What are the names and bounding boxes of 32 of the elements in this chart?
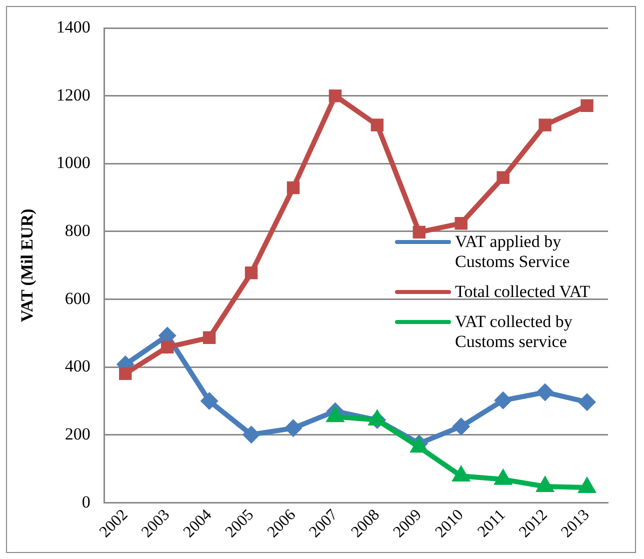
y-tick-label: 1000	[56, 153, 90, 172]
legend-label: VAT collected by Customs service	[455, 312, 574, 352]
point	[578, 393, 596, 412]
point	[242, 426, 260, 444]
y-tick-label: 400	[64, 356, 90, 376]
point	[284, 419, 302, 438]
y-tick-label: 1400	[56, 17, 90, 36]
point	[538, 118, 552, 132]
point	[119, 367, 132, 380]
x-tick-label: 2011	[474, 506, 509, 541]
y-tick-label: 800	[64, 220, 90, 240]
y-tick-label: 600	[64, 288, 90, 308]
point	[452, 417, 470, 436]
y-tick-label: 200	[64, 424, 90, 444]
point	[202, 331, 216, 344]
y-tick-label: 0	[82, 492, 90, 512]
point	[160, 340, 174, 354]
point	[370, 118, 384, 132]
point	[200, 392, 218, 410]
legend-label: VAT applied by Customs Service	[455, 232, 571, 272]
point	[494, 391, 512, 410]
point	[412, 226, 426, 239]
point	[328, 89, 342, 102]
point	[286, 181, 300, 194]
y-axis-title: VAT (Mil EUR)	[18, 208, 37, 322]
point	[580, 99, 594, 112]
y-tick-label: 1200	[56, 85, 90, 104]
legend-label: Total collected VAT	[455, 282, 592, 302]
point	[244, 266, 258, 280]
point	[536, 383, 554, 402]
point	[454, 216, 468, 230]
point	[496, 171, 510, 184]
